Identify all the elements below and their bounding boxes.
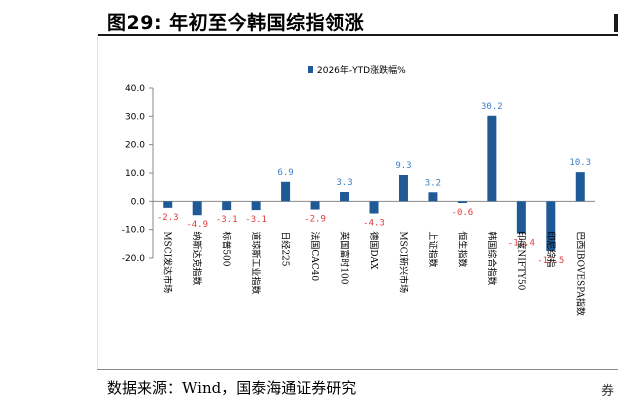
category-label: 印尼综指	[545, 231, 557, 267]
category-labels: MSCI发达市场 纳斯达克指数 标普500 道琼斯工业指数 日经225 法国CAC40 英国…	[162, 231, 587, 316]
value-label: -11.4	[508, 239, 535, 249]
value-label: -2.3	[157, 213, 179, 223]
bar	[487, 115, 497, 202]
legend-swatch	[308, 66, 313, 73]
value-label: 30.2	[481, 102, 503, 112]
y-tick-label: 40.0	[125, 84, 145, 94]
bar	[457, 201, 467, 204]
category-label: 英国富时100	[339, 231, 351, 284]
category-label: 巴西IBOVESPA指数	[574, 231, 586, 316]
bar	[192, 201, 202, 216]
bar	[310, 201, 320, 210]
bar	[398, 174, 408, 202]
bar	[575, 172, 585, 202]
bar	[251, 201, 261, 211]
category-label: 标普500	[221, 231, 233, 266]
category-label: 法国CAC40	[309, 231, 321, 281]
category-label: 印度NIFTY50	[515, 231, 527, 290]
source-note: 数据来源：Wind，国泰海通证券研究	[107, 379, 357, 397]
bars	[163, 115, 585, 251]
title-bar: 图29: 年初至今韩国综指领涨	[97, 4, 618, 36]
value-label: 3.3	[336, 178, 352, 188]
y-tick-label: 30.0	[125, 112, 145, 122]
value-label: 3.2	[425, 178, 441, 188]
value-label: -3.1	[216, 215, 238, 225]
bar	[428, 192, 438, 202]
category-label: 恒生指数	[456, 231, 468, 267]
category-label: 德国DAX	[368, 231, 380, 270]
bar	[369, 201, 379, 214]
bar	[281, 181, 291, 202]
source-divider	[97, 369, 618, 370]
y-tick-label: 20.0	[125, 141, 145, 151]
category-label: 上证指数	[427, 231, 439, 267]
category-label: 纳斯达克指数	[191, 231, 203, 285]
value-label: -4.3	[363, 219, 385, 229]
category-label: 道琼斯工业指数	[250, 231, 262, 294]
y-tick-label: 0.0	[131, 197, 146, 207]
y-tick-label: 10.0	[125, 169, 145, 179]
category-label: 韩国综合指数	[486, 231, 498, 285]
value-label: -2.9	[304, 215, 326, 225]
value-label: 9.3	[395, 161, 411, 171]
bar	[340, 191, 350, 202]
y-tick-label: -10.0	[122, 226, 146, 236]
bar	[516, 201, 526, 234]
bar	[222, 201, 232, 211]
page-fragment: 券	[600, 384, 614, 399]
value-label: 10.3	[569, 158, 591, 168]
y-tick-label: -20.0	[122, 254, 146, 264]
category-label: MSCI新兴市场	[397, 231, 409, 293]
value-label: -4.9	[186, 220, 208, 230]
chart-frame: 2026年-YTD涨跌幅% 40.0 30.0 20.0 10.0 0.0 -10.0 -2…	[97, 34, 618, 369]
bar	[163, 201, 173, 208]
figure-title: 图29: 年初至今韩国综指领涨	[107, 12, 365, 34]
value-labels: -2.3 -4.9 -3.1 -3.1 6.9 -2.9 3.3 -4.3 9.3 3.2 -0.6…	[157, 102, 591, 266]
value-label: 6.9	[277, 168, 293, 178]
category-label: MSCI发达市场	[162, 231, 174, 293]
value-label: -0.6	[452, 208, 474, 218]
value-label: -3.1	[245, 215, 267, 225]
legend: 2026年-YTD涨跌幅%	[308, 64, 406, 76]
title-edge-mark	[614, 14, 618, 32]
value-label: -17.5	[537, 256, 564, 266]
category-label: 日经225	[280, 231, 292, 266]
bar-chart: 2026年-YTD涨跌幅% 40.0 30.0 20.0 10.0 0.0 -10.0 -2…	[122, 64, 595, 316]
legend-label: 2026年-YTD涨跌幅%	[317, 64, 406, 76]
bar	[546, 201, 556, 251]
